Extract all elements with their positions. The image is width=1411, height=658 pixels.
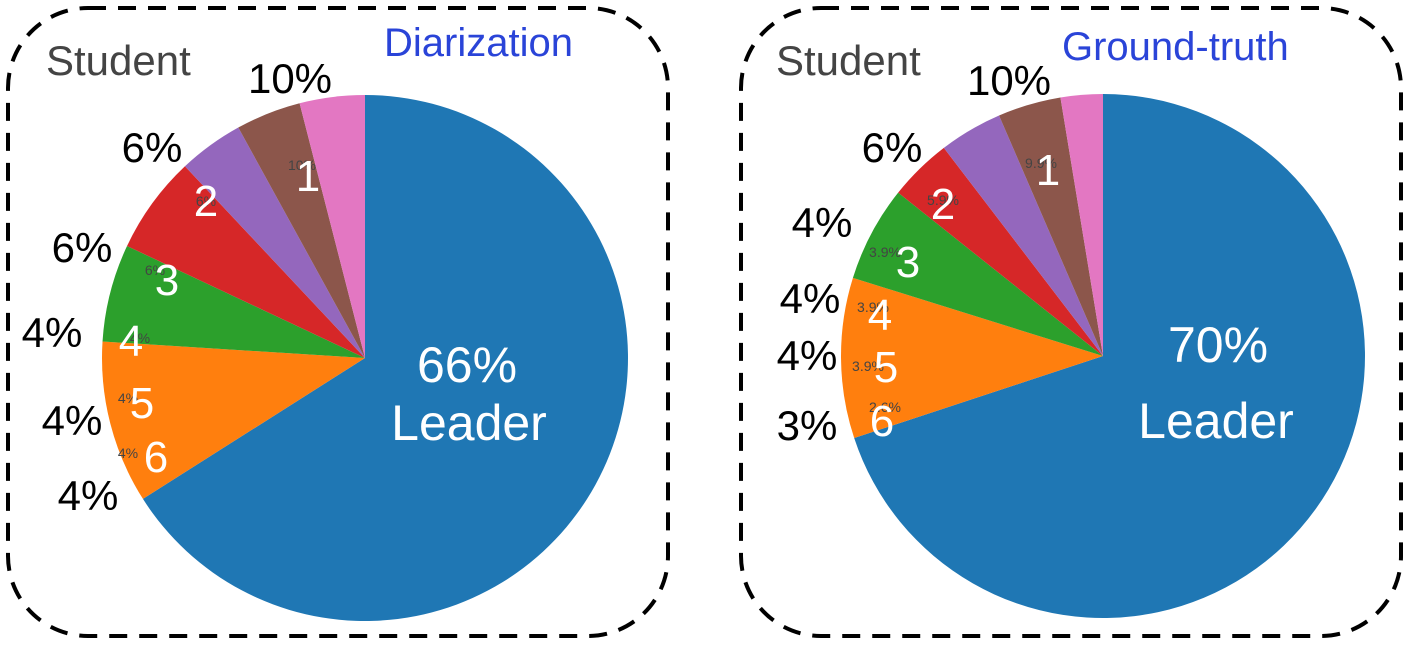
ground-truth-panel-border [739, 6, 1403, 638]
ground-truth-title: Ground-truth [1062, 25, 1289, 69]
slice-percent-label: 4% [22, 309, 83, 356]
student-number-label: 4 [119, 317, 143, 366]
student-number-label: 3 [155, 256, 179, 305]
slice-inner-percent-label: 4% [118, 445, 138, 461]
leader-name-label: Leader [391, 395, 547, 451]
pie-slice-5 [238, 103, 365, 358]
ground-truth-slices [840, 94, 1365, 619]
slice-inner-percent-label: 5.9% [927, 192, 959, 208]
student-number-label: 1 [1036, 146, 1060, 195]
slice-inner-percent-label: 3.9% [852, 358, 884, 374]
pie-slice-6 [299, 95, 365, 358]
diarization-title: Diarization [384, 21, 573, 65]
ground-truth-labels: 70%Leader9.9%110%5.9%26%3.9%34%3.9%44%3.… [777, 57, 1294, 449]
slice-inner-percent-label: 6% [145, 262, 165, 278]
student-number-label: 3 [896, 238, 920, 287]
slice-percent-label: 6% [862, 124, 923, 171]
pie-slice-leader [854, 94, 1365, 619]
student-number-label: 2 [931, 180, 955, 229]
slice-percent-label: 4% [58, 472, 119, 519]
pie-slice-2 [852, 192, 1103, 356]
slice-inner-percent-label: 3.9% [857, 299, 889, 315]
slice-percent-label: 4% [777, 332, 838, 379]
diarization-panel-border [6, 6, 670, 638]
pie-slice-5 [999, 97, 1103, 356]
pie-slice-6 [1060, 94, 1103, 356]
pie-slice-leader [142, 95, 628, 621]
pie-slice-4 [184, 127, 365, 358]
pie-slice-2 [102, 246, 366, 358]
student-number-label: 5 [874, 343, 898, 392]
student-number-label: 6 [870, 397, 894, 446]
slice-inner-percent-label: 10% [288, 157, 316, 173]
slice-percent-label: 4% [42, 397, 103, 444]
slice-percent-label: 10% [967, 57, 1051, 104]
student-number-label: 5 [130, 379, 154, 428]
slice-inner-percent-label: 6% [196, 193, 216, 209]
diarization-group-label: Student [46, 37, 191, 84]
slice-percent-label: 4% [780, 275, 841, 322]
slice-inner-percent-label: 4% [118, 390, 138, 406]
leader-name-label: Leader [1138, 393, 1294, 449]
pie-slice-3 [127, 166, 365, 358]
slice-inner-percent-label: 4% [130, 330, 150, 346]
student-number-label: 6 [144, 433, 168, 482]
ground-truth-panel: 70%Leader9.9%110%5.9%26%3.9%34%3.9%44%3.… [739, 6, 1403, 638]
pie-slice-3 [898, 147, 1103, 356]
pie-slice-4 [943, 115, 1103, 356]
pie-slice-1 [840, 277, 1103, 439]
leader-percent-label: 66% [417, 337, 517, 393]
pie-slice-1 [102, 341, 366, 499]
diarization-slices [102, 95, 628, 621]
slice-inner-percent-label: 3.9% [869, 244, 901, 260]
student-number-label: 1 [296, 152, 320, 201]
ground-truth-group-label: Student [776, 37, 921, 84]
slice-inner-percent-label: 2.6% [869, 399, 901, 415]
slice-percent-label: 6% [122, 124, 183, 171]
leader-percent-label: 70% [1168, 317, 1268, 373]
slice-percent-label: 6% [52, 224, 113, 271]
slice-inner-percent-label: 9.9% [1025, 155, 1057, 171]
slice-percent-label: 10% [248, 55, 332, 102]
slice-percent-label: 3% [777, 402, 838, 449]
slice-percent-label: 4% [792, 199, 853, 246]
student-number-label: 4 [868, 291, 892, 340]
student-number-label: 2 [194, 177, 218, 226]
